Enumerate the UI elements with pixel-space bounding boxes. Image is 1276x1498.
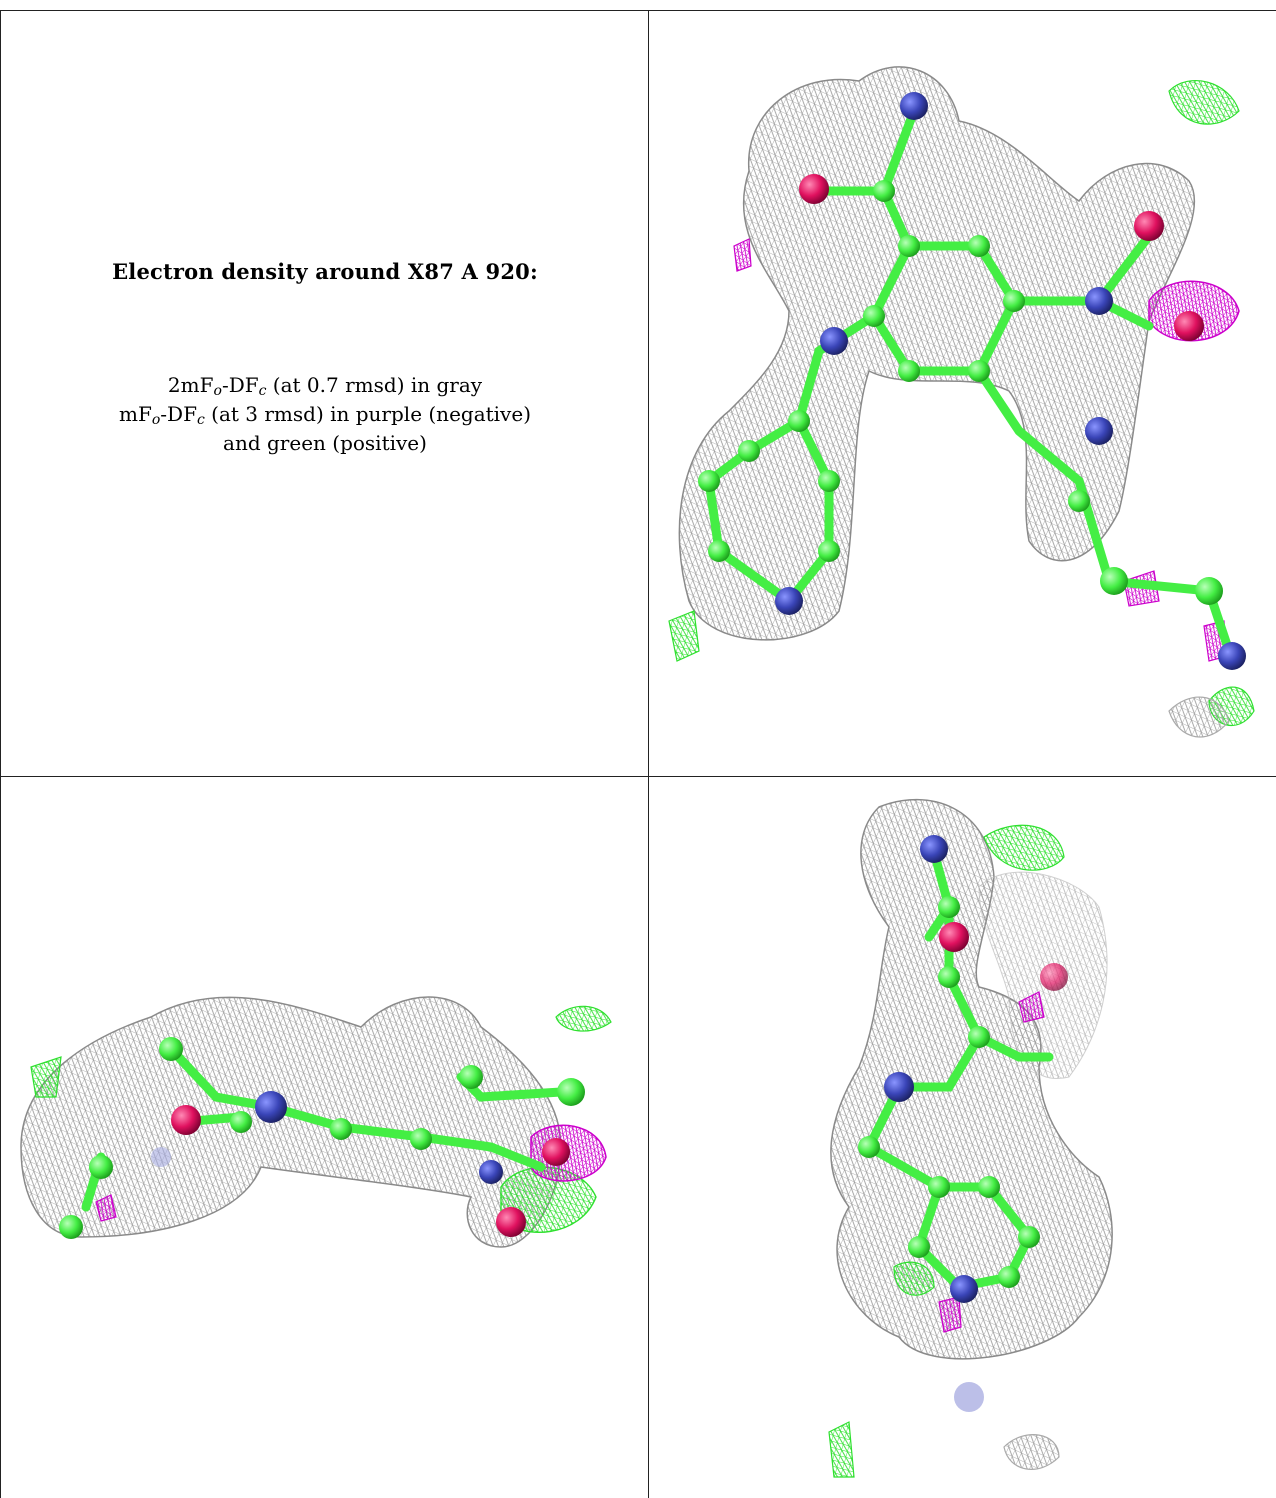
atom-spheres: [59, 1037, 585, 1239]
purple-density-blob: [1148, 280, 1240, 342]
grid-divider-vertical: [648, 10, 649, 1498]
green-density-blob: [893, 1261, 935, 1296]
purple-density-blob: [1018, 991, 1045, 1023]
green-density-blob: [555, 1005, 612, 1032]
view-bottom-right: [649, 777, 1276, 1498]
gray-density-blob: [1168, 696, 1230, 738]
caption-panel: Electron density around X87 A 920: 2mFo-…: [1, 11, 648, 776]
green-density-blob: [983, 824, 1065, 871]
grid-border-left: [0, 10, 1, 1498]
purple-density-blob: [938, 1296, 962, 1333]
molecule-density-view-1: [668, 66, 1255, 738]
legend-line-colors: and green (positive): [223, 431, 427, 455]
gray-density-blob: [1003, 1434, 1060, 1470]
density-legend: 2mFo-DFc (at 0.7 rmsd) in gray mFo-DFc (…: [1, 371, 648, 458]
gray-density-mesh: [678, 66, 1196, 641]
view-bottom-left: [1, 777, 648, 1498]
legend-line-mfo: mFo-DFc (at 3 rmsd) in purple (negative): [119, 402, 531, 428]
gray-density-mesh: [830, 799, 1113, 1360]
atom-spheres: [698, 92, 1246, 670]
green-density-blob: [668, 610, 700, 662]
molecule-density-view-3: [828, 799, 1113, 1478]
molecule-density-view-2: [20, 996, 612, 1248]
green-density-blob: [828, 1421, 855, 1478]
figure-title: Electron density around X87 A 920:: [112, 259, 538, 284]
atom-spheres: [858, 835, 1068, 1412]
green-density-blob: [30, 1056, 62, 1098]
green-density-blob: [1168, 80, 1240, 125]
legend-line-2mfo: 2mFo-DFc (at 0.7 rmsd) in gray: [167, 373, 483, 399]
grid-border-top: [0, 10, 1276, 11]
purple-density-blob: [95, 1194, 117, 1222]
view-top-right: [649, 11, 1276, 776]
grid-divider-horizontal: [0, 776, 1276, 777]
purple-density-blob: [733, 238, 752, 272]
